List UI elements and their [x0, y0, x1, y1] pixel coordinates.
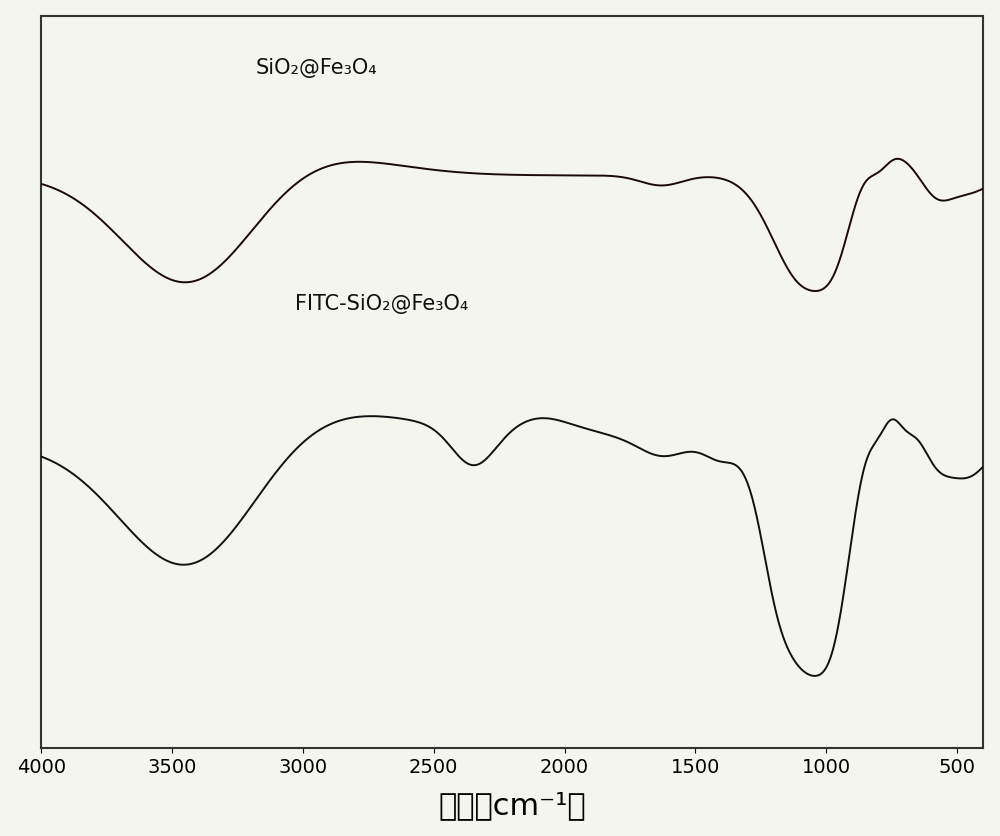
Text: FITC-SiO₂@Fe₃O₄: FITC-SiO₂@Fe₃O₄ — [295, 294, 468, 314]
Text: SiO₂@Fe₃O₄: SiO₂@Fe₃O₄ — [255, 58, 377, 78]
X-axis label: 波长（cm⁻¹）: 波长（cm⁻¹） — [438, 790, 586, 819]
